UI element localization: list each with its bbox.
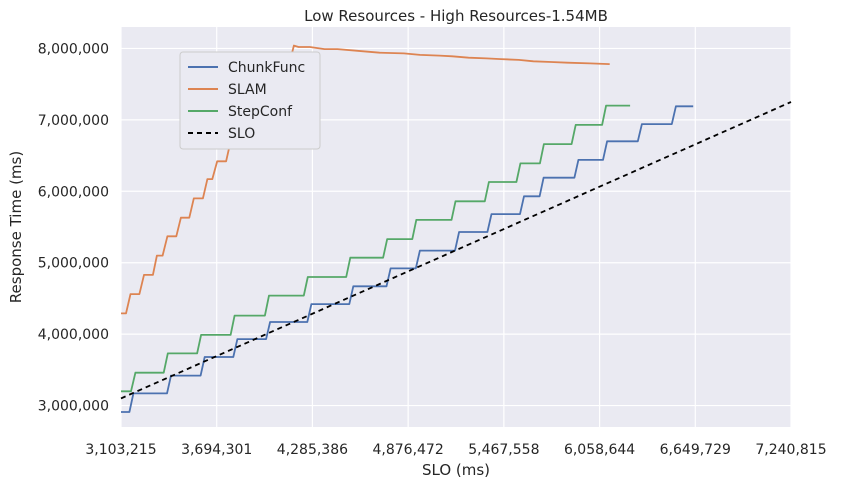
x-tick-label: 5,467,558: [468, 442, 539, 458]
y-tick-label: 7,000,000: [38, 113, 109, 129]
y-tick-label: 5,000,000: [38, 256, 109, 272]
series-line-chunkfunc: [121, 105, 694, 413]
chart-title: Low Resources - High Resources-1.54MB: [304, 7, 608, 25]
legend-label-slam: SLAM: [228, 82, 267, 98]
legend-label-chunkfunc: ChunkFunc: [228, 60, 305, 76]
legend-frame: [179, 51, 321, 150]
y-tick-labels: 3,000,000 4,000,000 5,000,000 6,000,000 7,00…: [38, 41, 109, 414]
y-tick-label: 3,000,000: [38, 399, 109, 415]
x-tick-label: 7,240,815: [755, 442, 826, 458]
legend-label-slo: SLO: [228, 126, 255, 142]
x-tick-label: 4,285,386: [277, 442, 348, 458]
x-tick-label: 3,694,301: [181, 442, 252, 458]
legend-label-stepconf: StepConf: [228, 104, 293, 120]
x-axis-title: SLO (ms): [422, 461, 490, 479]
y-tick-label: 6,000,000: [38, 184, 109, 200]
x-tick-label: 3,103,215: [85, 442, 156, 458]
x-tick-labels: 3,103,215 3,694,301 4,285,386 4,876,472 5,46…: [85, 442, 826, 458]
x-tick-label: 4,876,472: [373, 442, 444, 458]
legend: ChunkFunc SLAM StepConf SLO: [179, 51, 321, 150]
x-tick-label: 6,649,729: [660, 442, 731, 458]
y-axis-title: Response Time (ms): [7, 151, 25, 303]
series-line-stepconf: [121, 104, 631, 393]
y-tick-label: 4,000,000: [38, 327, 109, 343]
x-tick-label: 6,058,644: [564, 442, 635, 458]
y-tick-label: 8,000,000: [38, 41, 109, 57]
